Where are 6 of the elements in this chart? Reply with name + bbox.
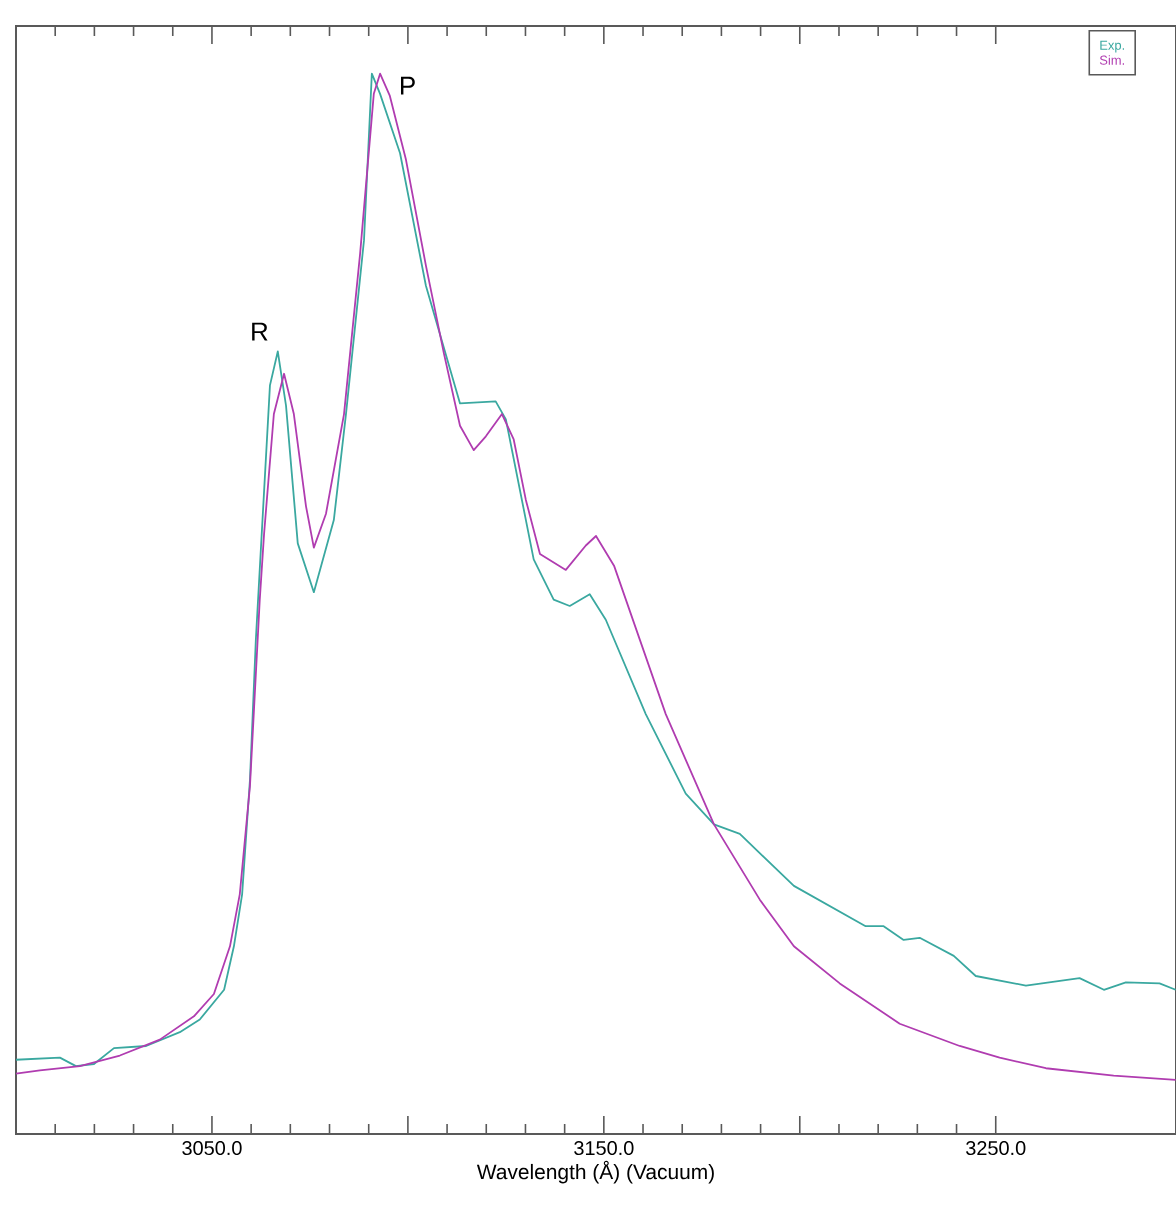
x-tick-label: 3050.0 (182, 1141, 242, 1156)
x-tick-label: 3250.0 (966, 1141, 1026, 1156)
x-tick-label: 3150.0 (574, 1141, 634, 1156)
annotation: P (401, 76, 415, 95)
x-axis-title: Wavelength (Å) (Vacuum) (476, 1160, 714, 1184)
annotation: R (252, 322, 268, 341)
